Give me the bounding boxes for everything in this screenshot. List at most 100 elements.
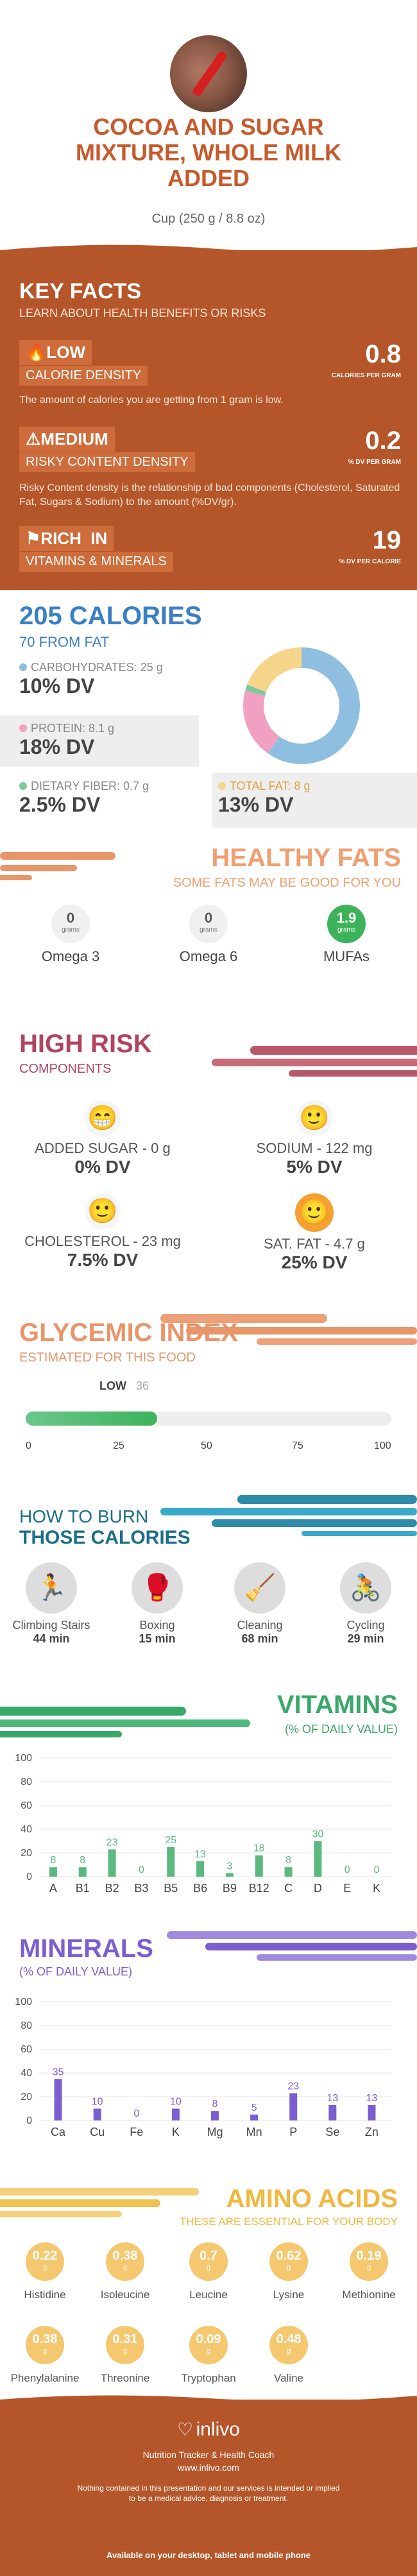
minerals-bar-chart: 0 20 40 60 80 100 35 Ca 10 Cu 0 Fe 10 K 8 Mg 5 Mn 23 P 13 Se 1… bbox=[15, 1997, 391, 2138]
serving-size: Cup (250 g / 8.8 oz) bbox=[151, 212, 266, 226]
amino-value: 0.09 bbox=[196, 2332, 221, 2346]
availability: Available on your desktop, tablet and mo… bbox=[106, 2550, 311, 2560]
macro-fat: TOTAL FAT: 8 g 13% DV bbox=[212, 773, 417, 828]
bar-value-label: 8 bbox=[285, 1855, 291, 1866]
y-tick-label: 40 bbox=[21, 1824, 32, 1835]
fact-unit: CALORIES PER GRAM bbox=[331, 372, 401, 379]
x-tick-label: B3 bbox=[134, 1882, 148, 1895]
amino-unit: g bbox=[206, 2347, 211, 2355]
amino-value: 0.38 bbox=[32, 2332, 58, 2346]
x-tick-label: B2 bbox=[105, 1882, 119, 1895]
y-tick-label: 40 bbox=[21, 2068, 32, 2079]
bar bbox=[196, 1861, 205, 1877]
bar bbox=[93, 2108, 101, 2120]
bar-value-label: 10 bbox=[92, 2097, 103, 2108]
vitamins-section: VITAMINS (% OF DAILY VALUE) 0 20 40 60 80 100… bbox=[0, 1681, 417, 1918]
bar-value-label: 23 bbox=[106, 1837, 118, 1848]
amino-unit: g bbox=[206, 2264, 211, 2271]
healthy-fats-section: HEALTHY FATS SOME FATS MAY BE GOOD FOR Y… bbox=[0, 834, 417, 1001]
value-circle: 0.38 g bbox=[106, 2242, 144, 2281]
value-circle: 0.19 g bbox=[350, 2242, 388, 2281]
vitamins-bar-chart: 0204060801008A8B123B20B325B513B63B918B12… bbox=[15, 1753, 391, 1895]
food-image bbox=[170, 35, 247, 112]
x-tick-label: P bbox=[289, 2126, 297, 2138]
amino-unit: g bbox=[123, 2347, 128, 2355]
macro-protein: PROTEIN: 8.1 g 18% DV bbox=[0, 715, 199, 767]
glycemic-title: GLYCEMIC INDEX bbox=[19, 1318, 238, 1347]
heart-icon: ♡ bbox=[177, 2419, 194, 2439]
amino-label: Threonine bbox=[100, 2372, 150, 2384]
stairs-icon: 🏃 bbox=[26, 1562, 77, 1614]
vitamins-title: VITAMINS bbox=[277, 1691, 398, 1719]
neutral-smile-icon: 🙂 bbox=[295, 1193, 334, 1232]
y-tick-label: 0 bbox=[26, 2115, 32, 2126]
calories-subtitle: 70 FROM FAT bbox=[19, 634, 110, 650]
y-tick-label: 100 bbox=[15, 1997, 32, 2008]
fact-desc: The amount of calories you are getting f… bbox=[19, 395, 284, 405]
amino-item: 0.22 g Histidine bbox=[6, 2242, 83, 2301]
x-tick-label: E bbox=[343, 1882, 351, 1895]
amino-section: AMINO ACIDS THESE ARE ESSENTIAL FOR YOUR… bbox=[0, 2175, 417, 2406]
x-tick-label: K bbox=[373, 1882, 380, 1895]
amino-label: Valine bbox=[274, 2372, 303, 2384]
amino-value: 0.7 bbox=[200, 2249, 217, 2263]
page-title: COCOA AND SUGAR MIXTURE, WHOLE MILK ADDE… bbox=[76, 114, 341, 191]
bar bbox=[167, 1847, 175, 1877]
grin-icon: 😁 bbox=[85, 1100, 121, 1136]
level-badge: ⚑RICH IN bbox=[19, 526, 114, 551]
amino-value: 0.31 bbox=[112, 2332, 138, 2346]
bar-value-label: 30 bbox=[312, 1829, 324, 1840]
value-circle: 0.48 g bbox=[269, 2326, 308, 2364]
fact-value: 0.8 bbox=[365, 340, 401, 368]
amino-value: 0.48 bbox=[276, 2332, 302, 2346]
calories-title: 205 CALORIES bbox=[19, 602, 202, 630]
macro-donut-chart bbox=[243, 647, 360, 764]
donut-slice bbox=[243, 647, 360, 764]
fat-omega3: 0 grams Omega 3 bbox=[38, 905, 103, 965]
decorative-stripes bbox=[212, 1046, 417, 1077]
risk-sodium: 🙂 SODIUM - 122 mg 5% DV bbox=[225, 1100, 404, 1177]
bar bbox=[211, 2111, 219, 2120]
x-tick-label: Mg bbox=[207, 2126, 223, 2138]
x-tick-label: C bbox=[284, 1882, 293, 1895]
calories-section: 205 CALORIES 70 FROM FAT CARBOHYDRATES: … bbox=[0, 590, 417, 834]
fat-mufas: 1.9 grams MUFAs bbox=[314, 905, 379, 965]
x-tick-label: Se bbox=[325, 2126, 339, 2138]
glycemic-section: GLYCEMIC INDEX ESTIMATED FOR THIS FOOD L… bbox=[0, 1309, 417, 1476]
bar-value-label: 5 bbox=[251, 2103, 257, 2113]
high-risk-subtitle: COMPONENTS bbox=[19, 1062, 112, 1076]
bar bbox=[54, 2079, 62, 2120]
x-tick-label: A bbox=[49, 1882, 57, 1895]
fact-value: 19 bbox=[372, 526, 402, 554]
bar bbox=[49, 1867, 57, 1877]
vitamins-subtitle: (% OF DAILY VALUE) bbox=[284, 1723, 398, 1736]
fact-value: 0.2 bbox=[365, 427, 401, 455]
key-facts-title: KEY FACTS bbox=[19, 279, 142, 303]
warning-icon: ⚠ bbox=[26, 429, 41, 448]
amino-value: 0.19 bbox=[356, 2249, 382, 2263]
amino-value: 0.22 bbox=[32, 2249, 58, 2263]
fact-unit: % DV PER GRAM bbox=[348, 459, 401, 466]
bar-value-label: 8 bbox=[50, 1855, 56, 1866]
amino-unit: g bbox=[123, 2264, 128, 2271]
healthy-fats-title: HEALTHY FATS bbox=[211, 844, 401, 872]
bar-value-label: 0 bbox=[345, 1864, 350, 1875]
value-circle: 0.09 g bbox=[189, 2326, 228, 2364]
bar bbox=[314, 1841, 322, 1877]
burn-boxing: 🥊 Boxing 15 min bbox=[112, 1562, 202, 1646]
amino-label: Leucine bbox=[189, 2289, 228, 2301]
amino-unit: g bbox=[286, 2347, 291, 2355]
minerals-subtitle: (% OF DAILY VALUE) bbox=[19, 1965, 133, 1978]
key-facts-section: KEY FACTS LEARN ABOUT HEALTH BENEFITS OR… bbox=[0, 244, 417, 590]
y-tick-label: 80 bbox=[21, 2020, 32, 2031]
amino-label: Methionine bbox=[342, 2289, 396, 2301]
website-link[interactable]: www.inlivo.com bbox=[178, 2462, 239, 2473]
x-tick-label: Fe bbox=[130, 2126, 143, 2138]
fact-vitamins-minerals: ⚑RICH IN VITAMINS & MINERALS 19 % DV PER… bbox=[0, 526, 417, 577]
decorative-stripes bbox=[0, 1707, 250, 1737]
amino-label: Lysine bbox=[273, 2289, 305, 2301]
bar bbox=[225, 1873, 234, 1877]
value-circle: 0 grams bbox=[189, 905, 228, 943]
donut-slice bbox=[243, 647, 360, 764]
bar bbox=[328, 2104, 337, 2120]
